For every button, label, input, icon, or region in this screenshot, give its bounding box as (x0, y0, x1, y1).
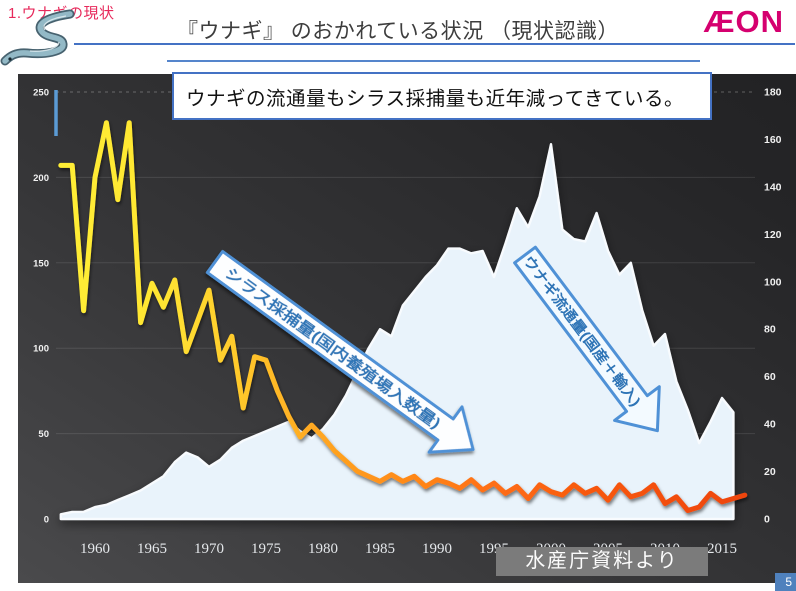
x-axis-tick: 1975 (251, 541, 281, 557)
line-series (58, 120, 748, 513)
page-number-badge: 5 (775, 573, 796, 591)
chart-panel: 0 50 100 150 200 250 0 20 40 60 80 100 120 140 160 180 1… (18, 74, 796, 583)
x-axis-tick: 1970 (194, 541, 224, 557)
area-series (59, 143, 735, 521)
plot-area: 0 50 100 150 200 250 0 20 40 60 80 100 120 140 160 180 1… (33, 87, 782, 558)
left-axis-tick: 0 (44, 515, 49, 526)
left-axis-tick: 250 (33, 88, 49, 99)
right-axis-tick: 20 (764, 466, 776, 478)
eel-eye (8, 57, 12, 61)
callout-text: ウナギの流通量もシラス採捕量も近年減ってきている。 (186, 87, 685, 110)
x-axis-tick: 1985 (365, 541, 395, 557)
title-underline (74, 43, 795, 45)
right-axis-tick: 180 (764, 87, 782, 99)
right-axis-tick: 40 (764, 419, 776, 431)
right-axis-tick: 60 (764, 371, 776, 383)
eel-illustration-icon (0, 9, 75, 66)
x-axis-tick: 2015 (707, 541, 737, 557)
x-axis-tick: 1980 (308, 541, 338, 557)
left-axis-tick: 100 (33, 344, 49, 355)
x-axis-tick: 1960 (80, 541, 110, 557)
unagi-chart: 0 50 100 150 200 250 0 20 40 60 80 100 120 140 160 180 1… (33, 87, 782, 558)
x-axis-tick: 1965 (137, 541, 167, 557)
title-underline-2 (167, 60, 700, 62)
aeon-logo: ÆON (703, 4, 784, 39)
arrow-shape (205, 249, 475, 454)
page-title: 『ウナギ』 のおかれている状況 （現状認識） (176, 20, 620, 43)
left-axis-tick: 150 (33, 258, 49, 269)
left-axis-tick: 200 (33, 173, 49, 184)
right-axis-tick: 100 (764, 276, 782, 288)
right-axis-tick: 80 (764, 324, 776, 336)
source-note: 水産庁資料より (496, 547, 708, 576)
right-axis-tick: 120 (764, 229, 782, 241)
left-axis-tick: 50 (38, 429, 49, 440)
x-axis-tick: 1990 (422, 541, 452, 557)
right-axis-tick: 140 (764, 181, 782, 193)
callout-box: ウナギの流通量もシラス採捕量も近年減ってきている。 (172, 72, 712, 120)
right-axis-tick: 0 (764, 514, 770, 526)
right-axis-tick: 160 (764, 134, 782, 146)
arrow-shape (513, 245, 661, 433)
